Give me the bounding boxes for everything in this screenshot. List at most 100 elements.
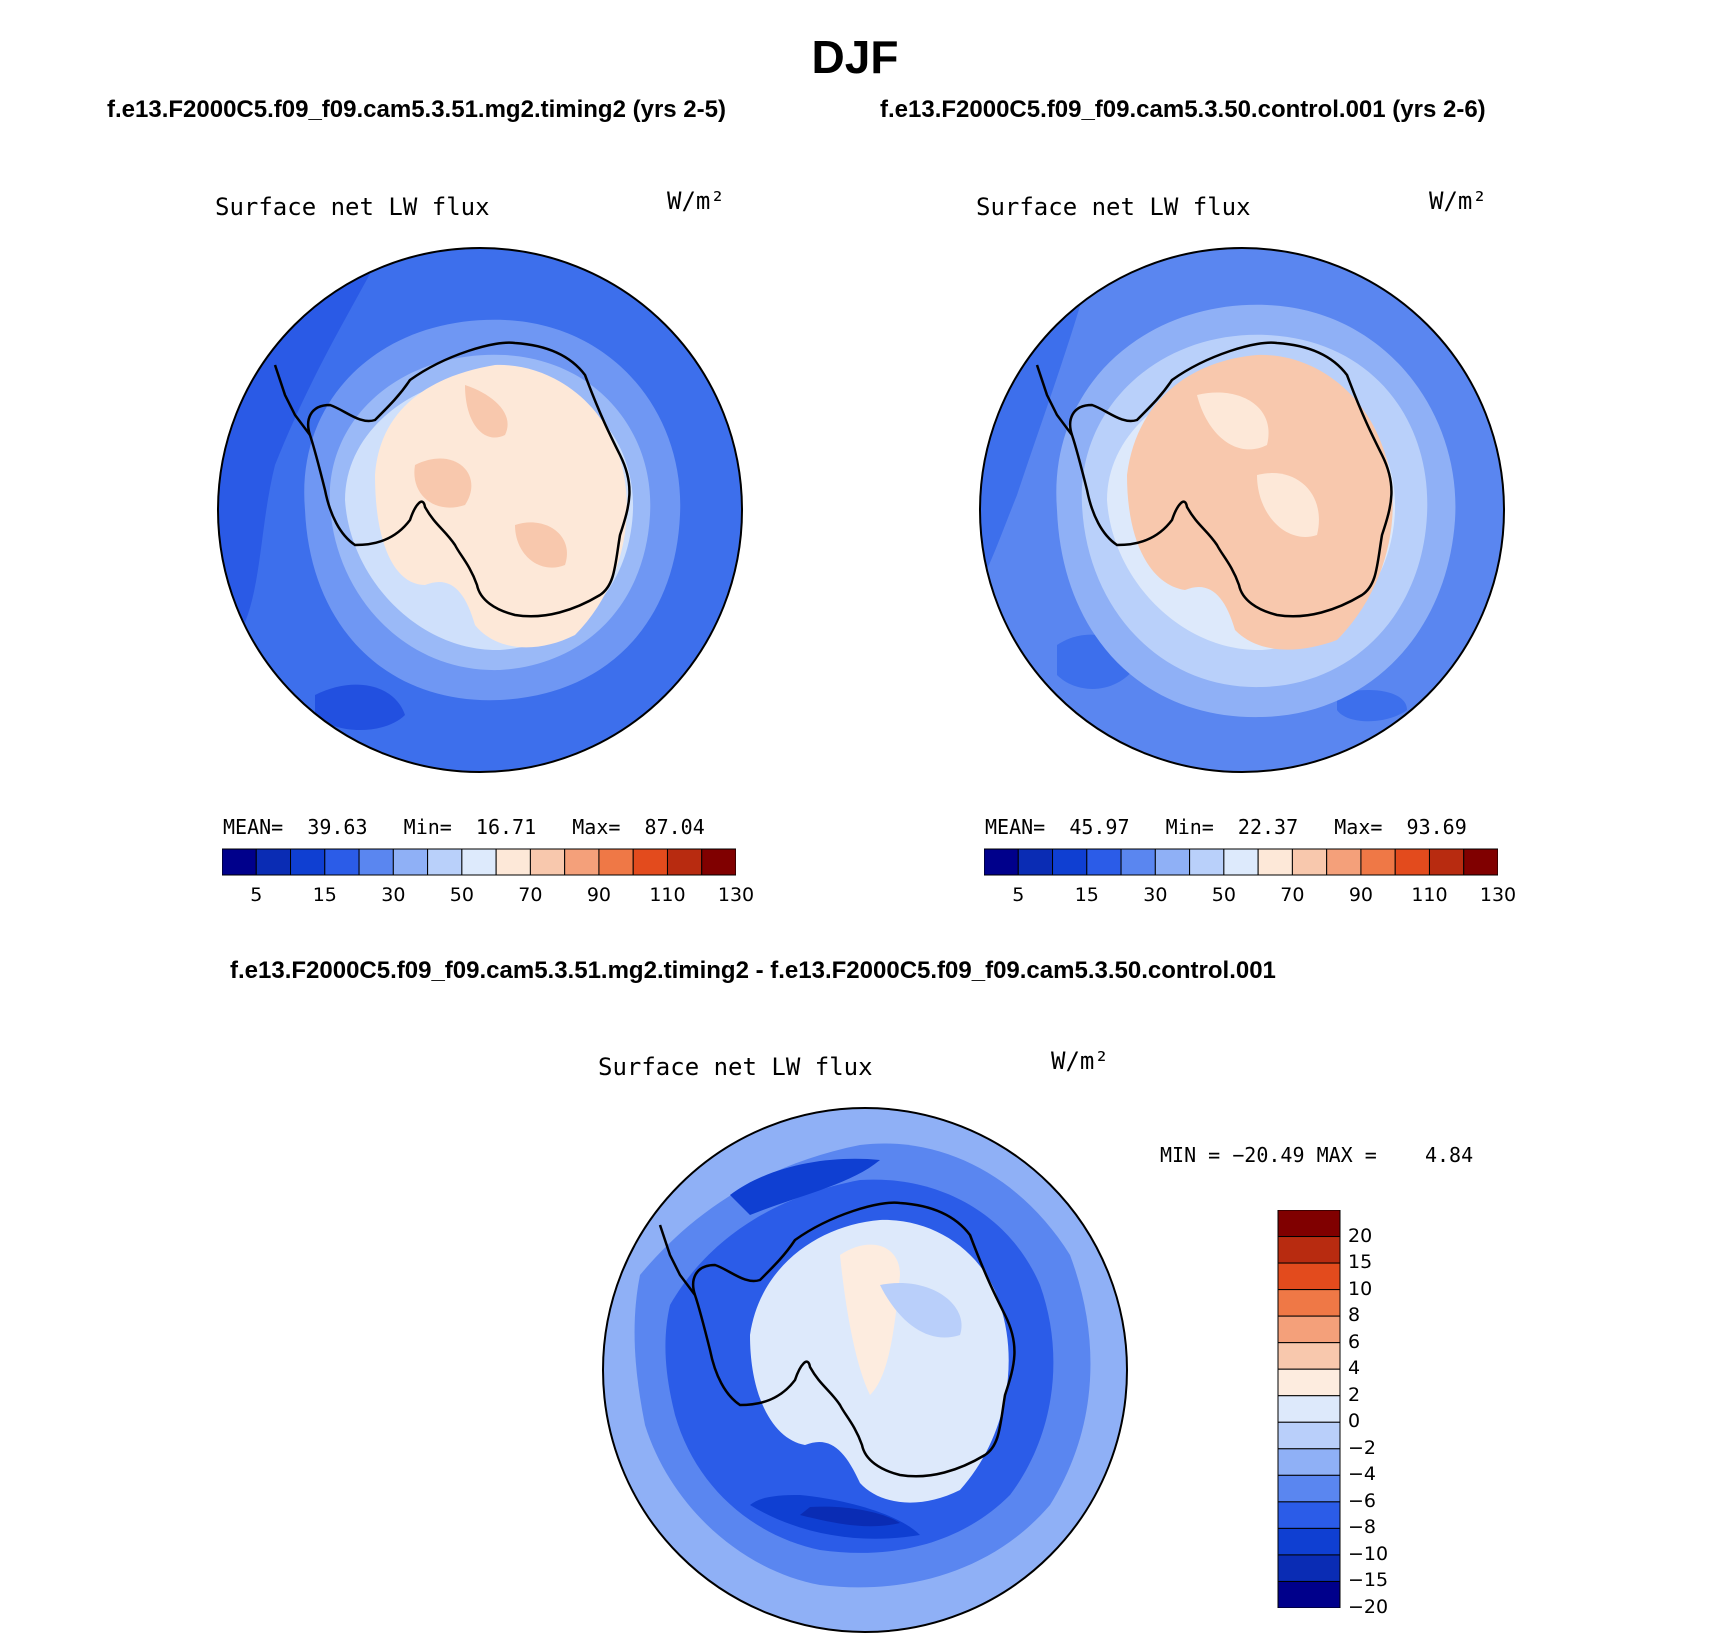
subtitle-case: f.e13.F2000C5.f09_f09.cam5.3.51.mg2.timi…: [107, 96, 726, 123]
panel1-ice-sheet-warm-patch-2: [414, 458, 472, 508]
colorbar-swatch: [1360, 848, 1396, 876]
colorbar-swatch: [701, 848, 736, 876]
panel1-ice-sheet-field: [375, 364, 627, 648]
colorbar-tick-label: −2: [1348, 1436, 1377, 1459]
colorbar-tick-label: 10: [1348, 1277, 1373, 1300]
colorbar-tick-label: 20: [1348, 1224, 1373, 1247]
colorbar-tick-label: 50: [449, 884, 474, 906]
subtitle-difference: f.e13.F2000C5.f09_f09.cam5.3.51.mg2.timi…: [230, 957, 1276, 984]
panel2-units: W/m²: [1429, 187, 1487, 215]
colorbar-swatch: [324, 848, 360, 876]
panel2-colorbar: [984, 848, 1498, 876]
panel3-ice-sheet-negative-patch: [880, 1283, 962, 1338]
panel3-strong-negative-patch-2: [730, 1158, 880, 1215]
panel2-ice-sheet-cool-patch: [1197, 392, 1269, 450]
panel1-ocean-dark-patch: [315, 684, 405, 730]
colorbar-swatch: [1277, 1580, 1341, 1608]
colorbar-tick-label: −20: [1348, 1596, 1389, 1618]
panel2-peninsula-coastline: [1035, 364, 1073, 436]
colorbar-swatch: [1394, 848, 1430, 876]
panel2-plot-title: Surface net LW flux: [976, 193, 1251, 221]
colorbar-swatch: [632, 848, 668, 876]
colorbar-swatch: [1277, 1474, 1341, 1503]
panel1-ice-sheet-warm-patch: [465, 385, 508, 438]
colorbar-swatch: [1291, 848, 1328, 876]
colorbar-tick-label: 110: [649, 884, 686, 906]
panel3-colorbar-ticks: 20 15 10 8 6 4 2 0 −2 −4 −6 −8 −10 −15 −20: [1348, 1210, 1428, 1618]
colorbar-swatch: [1120, 848, 1156, 876]
panel3-stats: MIN = −20.49 MAX = 4.84: [1160, 1143, 1474, 1167]
colorbar-swatch: [1277, 1421, 1341, 1450]
colorbar-tick-label: 110: [1411, 884, 1448, 906]
colorbar-tick-label: 50: [1211, 884, 1236, 906]
colorbar-swatch: [1277, 1368, 1341, 1397]
subtitle-control: f.e13.F2000C5.f09_f09.cam5.3.50.control.…: [880, 96, 1486, 123]
colorbar-swatch: [222, 848, 257, 876]
colorbar-swatch: [1223, 848, 1259, 876]
colorbar-swatch: [1257, 848, 1293, 876]
colorbar-tick-label: 15: [1348, 1251, 1373, 1274]
panel1-colorbar: [222, 848, 736, 876]
colorbar-tick-label: 5: [250, 884, 263, 906]
panel1-colorbar-ticks: 5 15 30 50 70 90 110 130: [222, 884, 754, 912]
colorbar-tick-label: 15: [312, 884, 337, 906]
colorbar-tick-label: 5: [1012, 884, 1025, 906]
colorbar-tick-label: −8: [1348, 1516, 1377, 1539]
panel2-map-border: [979, 247, 1505, 773]
colorbar-swatch: [1277, 1554, 1341, 1582]
panel3-strongest-negative-patch: [800, 1506, 900, 1527]
colorbar-tick-label: 0: [1348, 1410, 1361, 1433]
panel1-units: W/m²: [667, 187, 725, 215]
colorbar-swatch: [1277, 1315, 1341, 1344]
colorbar-tick-label: 8: [1348, 1304, 1361, 1327]
panel2-map: [979, 247, 1505, 773]
panel3-peninsula-coastline: [658, 1224, 696, 1296]
colorbar-swatch: [461, 848, 497, 876]
panel2-stats: MEAN= 45.97 Min= 22.37 Max= 93.69: [985, 815, 1467, 839]
colorbar-swatch: [1277, 1262, 1341, 1291]
colorbar-swatch: [1277, 1527, 1341, 1556]
colorbar-tick-label: 15: [1074, 884, 1099, 906]
colorbar-swatch: [1277, 1448, 1341, 1476]
colorbar-tick-label: −4: [1348, 1463, 1377, 1486]
colorbar-tick-label: 4: [1348, 1357, 1361, 1380]
colorbar-tick-label: 30: [381, 884, 406, 906]
colorbar-swatch: [1463, 848, 1498, 876]
panel2-ocean-dark-patch-2: [1337, 690, 1407, 722]
colorbar-tick-label: 130: [717, 884, 755, 906]
colorbar-swatch: [358, 848, 394, 876]
panel1-ice-sheet-warm-patch-3: [515, 522, 567, 568]
panel1-map: [217, 247, 743, 773]
panel3-ice-sheet-positive-patch: [840, 1244, 900, 1395]
colorbar-swatch: [1277, 1395, 1341, 1423]
panel1-map-border: [217, 247, 743, 773]
panel3-colorbar: [1277, 1210, 1341, 1608]
colorbar-swatch: [1154, 848, 1191, 876]
colorbar-swatch: [1326, 848, 1362, 876]
colorbar-swatch: [1277, 1289, 1341, 1317]
colorbar-tick-label: 30: [1143, 884, 1168, 906]
colorbar-tick-label: 2: [1348, 1383, 1361, 1406]
colorbar-swatch: [1189, 848, 1225, 876]
colorbar-swatch: [598, 848, 634, 876]
colorbar-swatch: [666, 848, 703, 876]
panel1-plot-title: Surface net LW flux: [215, 193, 490, 221]
colorbar-tick-label: 70: [518, 884, 543, 906]
colorbar-swatch: [529, 848, 566, 876]
colorbar-swatch: [564, 848, 600, 876]
colorbar-swatch: [392, 848, 429, 876]
panel3-map: [602, 1107, 1128, 1633]
panel3-units: W/m²: [1051, 1047, 1109, 1075]
panel1-peninsula-coastline: [273, 364, 311, 436]
colorbar-swatch: [255, 848, 292, 876]
colorbar-swatch: [1277, 1501, 1341, 1529]
colorbar-swatch: [1017, 848, 1054, 876]
colorbar-swatch: [1052, 848, 1088, 876]
panel3-plot-title: Surface net LW flux: [598, 1053, 873, 1081]
panel2-ice-sheet-field: [1127, 354, 1393, 650]
colorbar-swatch: [1277, 1210, 1341, 1238]
colorbar-tick-label: −15: [1348, 1569, 1389, 1592]
colorbar-tick-label: 130: [1479, 884, 1517, 906]
colorbar-swatch: [984, 848, 1019, 876]
colorbar-swatch: [427, 848, 463, 876]
